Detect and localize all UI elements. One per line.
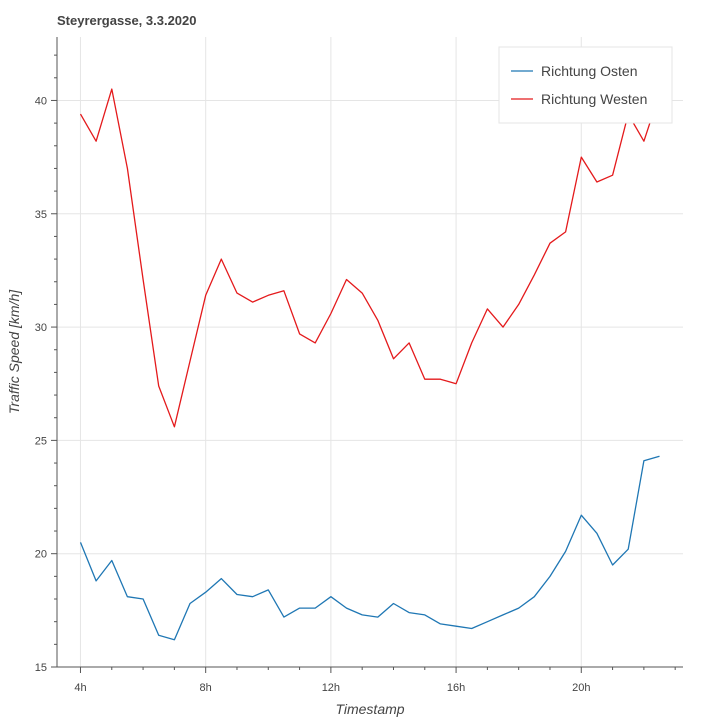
- legend-label: Richtung Westen: [541, 91, 647, 107]
- x-tick-label: 8h: [200, 682, 212, 694]
- legend-label: Richtung Osten: [541, 63, 638, 79]
- x-tick-label: 20h: [572, 682, 590, 694]
- series-lines: [79, 88, 661, 641]
- x-tick-label: 4h: [74, 682, 86, 694]
- y-axis-title: Traffic Speed [km/h]: [6, 289, 22, 414]
- plot-area: [57, 37, 683, 667]
- legend-box: [498, 46, 673, 124]
- y-tick-label: 15: [35, 662, 47, 674]
- y-tick-label: 40: [35, 95, 47, 107]
- x-tick-label: 12h: [322, 682, 340, 694]
- y-tick-label: 20: [35, 549, 47, 561]
- y-tick-label: 35: [35, 209, 47, 221]
- chart-title: Steyrergasse, 3.3.2020: [57, 13, 197, 28]
- grid: [57, 37, 683, 668]
- series-line: [79, 88, 661, 428]
- x-axis-title: Timestamp: [335, 701, 404, 717]
- y-tick-label: 30: [35, 322, 47, 334]
- legend: Richtung Osten Richtung Westen: [498, 46, 673, 124]
- axes: 15 20 25 30 35 40 4h 8h 12h 16h 20h: [35, 37, 683, 694]
- x-tick-label: 16h: [447, 682, 465, 694]
- y-tick-label: 25: [35, 435, 47, 447]
- series-line: [79, 455, 660, 641]
